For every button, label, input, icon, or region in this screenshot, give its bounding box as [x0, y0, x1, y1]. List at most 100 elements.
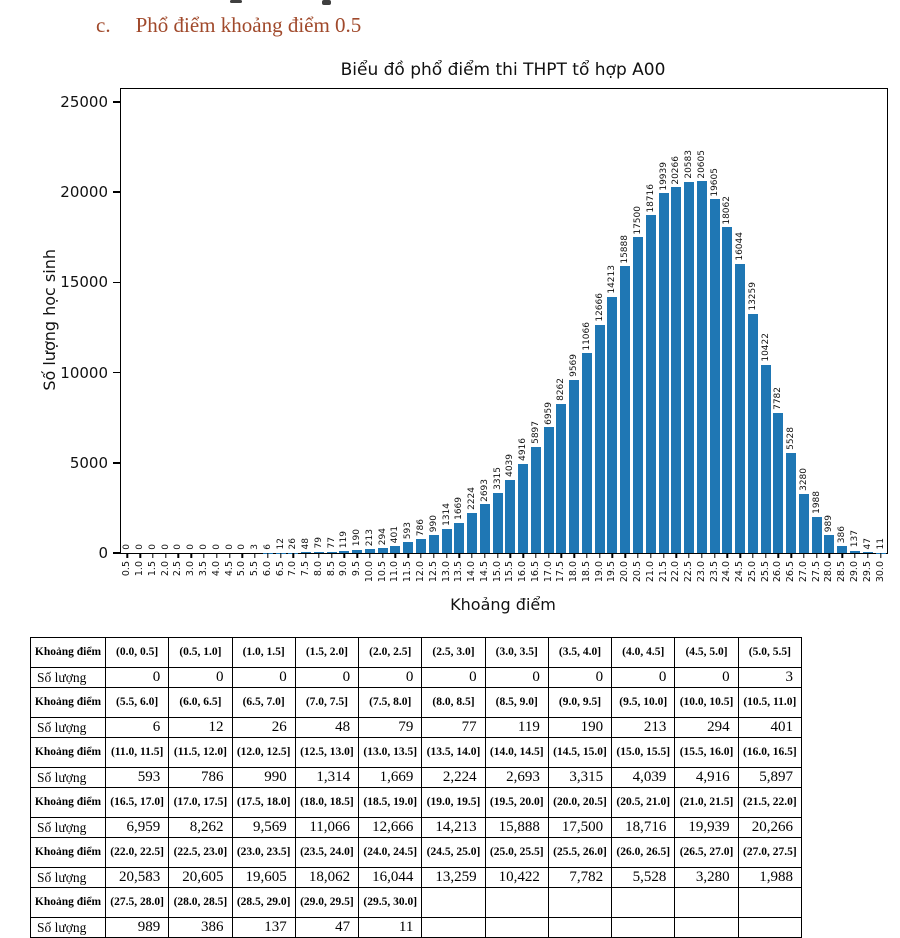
- bar-value-label: 137: [850, 530, 860, 547]
- interval-cell: (28.0, 28.5]: [169, 888, 232, 918]
- count-cell: 26: [232, 718, 295, 738]
- interval-cell: (11.0, 11.5]: [106, 738, 169, 768]
- table-interval-row: Khoảng điểm(22.0, 22.5](22.5, 23.0](23.0…: [31, 838, 802, 868]
- x-tick-label: 1.5: [148, 561, 158, 576]
- bar-value-label: 2224: [467, 487, 477, 510]
- bar-value-label: 3: [250, 544, 260, 550]
- x-tick-mark: [178, 553, 179, 558]
- bar-value-label: 0: [161, 544, 171, 550]
- interval-cell: (1.5, 2.0]: [295, 638, 358, 668]
- count-cell: 0: [295, 668, 358, 688]
- bar-value-label: 16044: [735, 232, 745, 261]
- interval-cell: (29.5, 30.0]: [359, 888, 422, 918]
- x-tick-label: 16.5: [531, 561, 541, 582]
- y-tick-mark: [113, 372, 120, 374]
- x-tick-mark: [663, 553, 664, 558]
- count-cell: 213: [612, 718, 675, 738]
- bar-value-label: 77: [327, 537, 337, 548]
- count-cell: 77: [422, 718, 485, 738]
- bar-value-label: 990: [429, 515, 439, 532]
- count-cell: 2,224: [422, 768, 485, 788]
- x-tick-mark: [739, 553, 740, 558]
- row-label-count: Số lượng: [31, 918, 106, 938]
- bar: [722, 227, 732, 553]
- interval-cell: (23.5, 24.0]: [295, 838, 358, 868]
- count-cell: 20,583: [106, 868, 169, 888]
- bar: [697, 181, 707, 553]
- table-interval-row: Khoảng điểm(0.0, 0.5](0.5, 1.0](1.0, 1.5…: [31, 638, 802, 668]
- count-cell: 9,569: [232, 818, 295, 838]
- x-tick-label: 27.0: [799, 561, 809, 582]
- bar-value-label: 47: [863, 538, 873, 549]
- top-edge-artifact: [230, 0, 242, 3]
- x-tick-mark: [305, 553, 306, 558]
- count-cell: 5,528: [612, 868, 675, 888]
- x-tick-label: 18.0: [569, 561, 579, 582]
- bar: [505, 480, 515, 553]
- bar: [467, 513, 477, 553]
- row-label-interval: Khoảng điểm: [31, 738, 106, 768]
- count-cell: 20,605: [169, 868, 232, 888]
- count-cell: 13,259: [422, 868, 485, 888]
- count-cell: 19,939: [675, 818, 738, 838]
- bar-value-label: 2693: [480, 479, 490, 502]
- interval-cell: (9.0, 9.5]: [548, 688, 611, 718]
- x-tick-mark: [727, 553, 728, 558]
- count-cell: 20,266: [738, 818, 801, 838]
- x-tick-mark: [561, 553, 562, 558]
- x-tick-label: 17.0: [544, 561, 554, 582]
- x-tick-label: 26.0: [773, 561, 783, 582]
- bar-value-label: 0: [212, 544, 222, 550]
- x-tick-mark: [293, 553, 294, 558]
- interval-cell: (10.0, 10.5]: [675, 688, 738, 718]
- y-axis-label-wrap: Số lượng học sinh: [40, 88, 59, 552]
- x-tick-mark: [867, 553, 868, 558]
- count-cell: [485, 918, 548, 938]
- x-tick-label: 28.0: [824, 561, 834, 582]
- interval-cell: (27.5, 28.0]: [106, 888, 169, 918]
- bar: [761, 365, 771, 553]
- bar-value-label: 0: [199, 544, 209, 550]
- bar-value-label: 213: [365, 529, 375, 546]
- interval-cell: (0.5, 1.0]: [169, 638, 232, 668]
- x-tick-mark: [216, 553, 217, 558]
- count-cell: 0: [422, 668, 485, 688]
- x-tick-mark: [191, 553, 192, 558]
- x-tick-mark: [854, 553, 855, 558]
- bar: [544, 427, 554, 553]
- bar-value-label: 20583: [684, 150, 694, 179]
- interval-cell: (23.0, 23.5]: [232, 838, 295, 868]
- x-tick-mark: [242, 553, 243, 558]
- x-tick-label: 7.5: [301, 561, 311, 576]
- x-tick-label: 21.5: [659, 561, 669, 582]
- bar-value-label: 786: [416, 519, 426, 536]
- count-cell: 0: [232, 668, 295, 688]
- bar: [493, 493, 503, 553]
- interval-cell: [422, 888, 485, 918]
- interval-cell: (16.5, 17.0]: [106, 788, 169, 818]
- bar: [429, 535, 439, 553]
- x-tick-mark: [484, 553, 485, 558]
- bar: [710, 199, 720, 553]
- bar: [671, 187, 681, 553]
- x-tick-label: 21.0: [646, 561, 656, 582]
- x-tick-label: 3.5: [199, 561, 209, 576]
- interval-cell: (11.5, 12.0]: [169, 738, 232, 768]
- x-tick-mark: [803, 553, 804, 558]
- bar-value-label: 4916: [518, 438, 528, 461]
- interval-cell: (10.5, 11.0]: [738, 688, 801, 718]
- x-tick-label: 8.0: [314, 561, 324, 576]
- interval-cell: (25.5, 26.0]: [548, 838, 611, 868]
